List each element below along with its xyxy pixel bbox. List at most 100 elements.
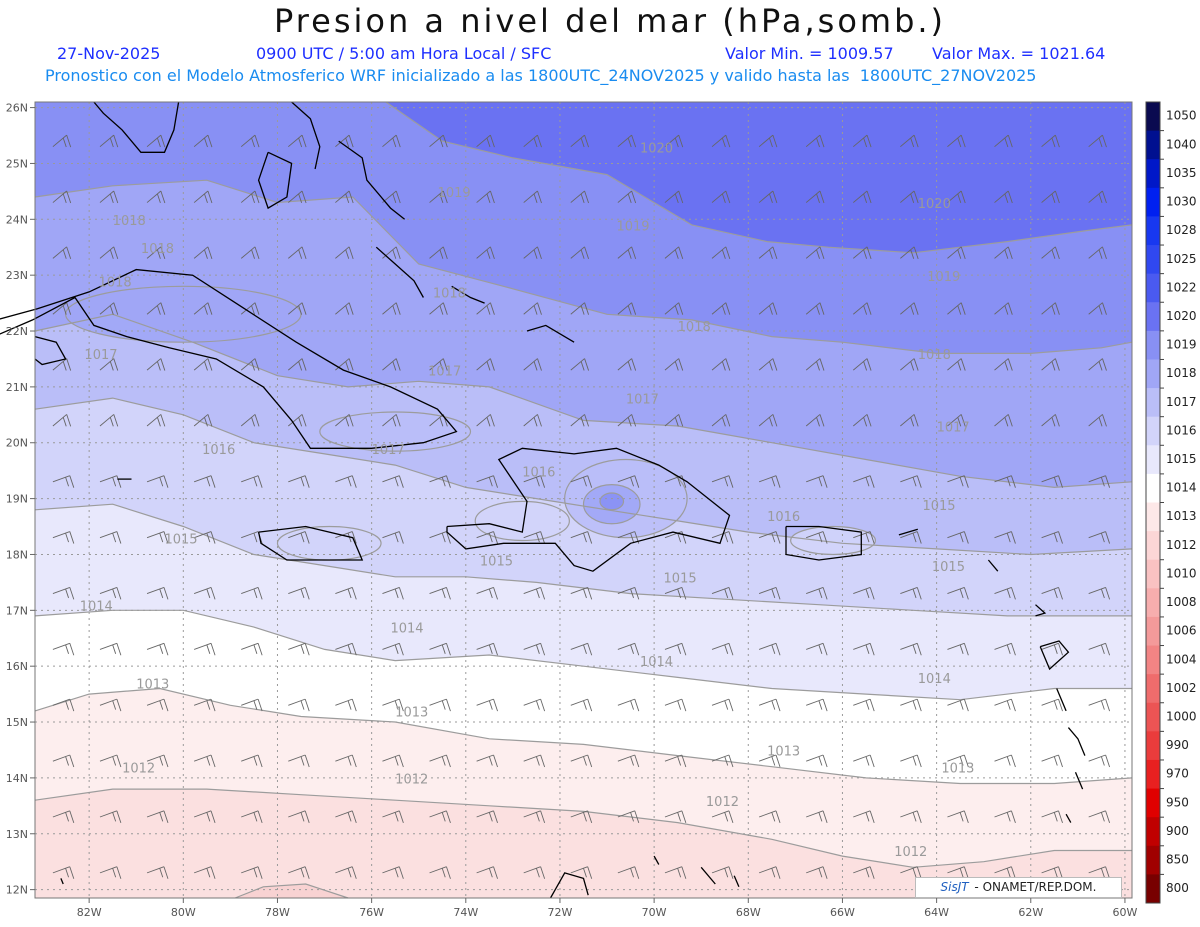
wind-barb — [99, 586, 122, 600]
wind-barb — [711, 586, 734, 600]
wind-barb — [1041, 302, 1060, 315]
wind-barb — [1041, 586, 1063, 600]
wind-barb — [382, 531, 404, 544]
isobar-label: 1017 — [626, 393, 659, 408]
colorbar-label: 1035 — [1166, 166, 1197, 180]
wind-barb — [52, 302, 72, 315]
lon-tick-label: 60W — [1113, 906, 1138, 919]
colorbar-label: 1028 — [1166, 223, 1197, 237]
wind-barb — [617, 475, 640, 488]
colorbar-swatch — [1146, 759, 1160, 790]
wind-barb — [193, 302, 213, 315]
wind-barb — [900, 302, 919, 315]
wind-barb — [664, 414, 684, 427]
wind-barb — [146, 246, 166, 259]
wind-barb — [617, 190, 637, 204]
wind-barb — [99, 302, 119, 315]
wind-barb — [994, 754, 1016, 768]
wind-barb — [900, 698, 922, 712]
wind-barb — [99, 866, 122, 879]
wind-barb — [900, 531, 922, 544]
wind-barb — [853, 754, 875, 768]
wind-barb — [335, 698, 357, 712]
isobar-label: 1015 — [932, 560, 965, 575]
wind-barb — [52, 134, 72, 148]
isobar-label: 1018 — [433, 287, 466, 302]
wind-barb — [711, 866, 734, 879]
wind-barb — [1041, 414, 1060, 427]
wind-barb — [947, 810, 969, 823]
wind-barb — [288, 358, 307, 371]
wind-barb — [1088, 134, 1107, 148]
wind-barb — [476, 302, 495, 315]
lon-tick-label: 82W — [77, 906, 102, 919]
wind-barb — [99, 414, 119, 427]
wind-barb — [52, 586, 75, 600]
wind-barb — [193, 531, 216, 544]
wind-barb — [429, 475, 451, 488]
wind-barb — [241, 475, 263, 488]
wind-barb — [523, 246, 542, 259]
wind-barb — [1088, 810, 1111, 823]
isobar-label: 1019 — [927, 270, 960, 285]
lon-tick-label: 68W — [736, 906, 761, 919]
wind-barb — [1088, 866, 1111, 879]
wind-barb — [52, 810, 75, 823]
wind-barb — [523, 358, 542, 371]
wind-barb — [994, 302, 1013, 315]
wind-barb — [617, 414, 637, 427]
wind-barb — [758, 414, 778, 427]
wind-barb — [1088, 246, 1107, 259]
wind-barb — [146, 302, 166, 315]
wind-barb — [241, 586, 263, 600]
wind-barb — [1041, 698, 1063, 712]
isobar-label: 1015 — [480, 555, 513, 570]
wind-barb — [570, 134, 590, 148]
wind-barb — [146, 866, 169, 879]
colorbar-swatch — [1146, 817, 1160, 847]
wind-barb — [193, 642, 216, 656]
wind-barb — [523, 134, 542, 148]
wind-barb — [947, 190, 966, 204]
wind-barb — [570, 698, 593, 712]
wind-barb — [523, 698, 546, 712]
colorbar-swatch — [1146, 216, 1160, 246]
wind-barb — [193, 475, 216, 488]
wind-barb — [758, 642, 781, 656]
wind-barb — [193, 414, 213, 427]
wind-barb — [758, 698, 781, 712]
wind-barb — [1041, 866, 1063, 879]
wind-barb — [947, 586, 969, 600]
wind-barb — [240, 190, 260, 204]
wind-barb — [476, 246, 495, 259]
wind-barb — [335, 642, 357, 656]
wind-barb — [947, 302, 966, 315]
wind-barb — [852, 246, 872, 259]
isobar-label: 1015 — [664, 571, 697, 586]
wind-barb — [664, 302, 684, 315]
wind-barb — [523, 475, 546, 488]
wind-barb — [805, 246, 825, 259]
wind-barb — [758, 586, 781, 600]
lat-tick-label: 19N — [6, 493, 28, 506]
wind-barb — [523, 531, 546, 544]
lon-tick-label: 66W — [830, 906, 855, 919]
wind-barb — [711, 302, 731, 315]
wind-barb — [947, 358, 966, 371]
wind-barb — [1041, 531, 1063, 544]
wind-barb — [288, 586, 310, 600]
wind-barb — [805, 302, 825, 315]
isobar-label: 1013 — [941, 761, 974, 776]
colorbar-label: 990 — [1166, 738, 1189, 752]
wind-barb — [570, 531, 593, 544]
wind-barb — [900, 810, 922, 823]
lon-tick-label: 74W — [453, 906, 478, 919]
colorbar-label: 1012 — [1166, 538, 1197, 552]
wind-barb — [900, 642, 922, 656]
wind-barb — [99, 698, 122, 712]
lon-tick-label: 76W — [359, 906, 384, 919]
wind-barb — [617, 586, 640, 600]
wind-barb — [52, 358, 72, 371]
wind-barb — [99, 531, 122, 544]
colorbar-label: 1025 — [1166, 252, 1197, 266]
